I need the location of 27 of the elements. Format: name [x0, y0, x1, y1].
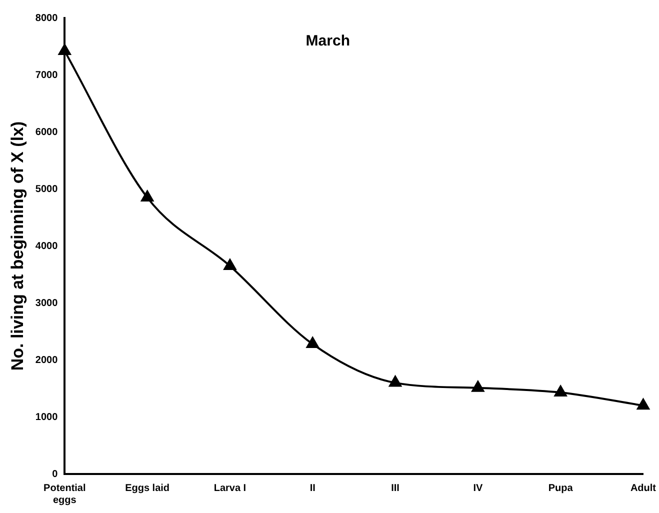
point	[389, 376, 402, 387]
y-axis-title: No. living at beginning of X (lx)	[8, 121, 27, 371]
y-tick-label: 3000	[35, 298, 58, 309]
y-tick-label: 2000	[35, 354, 58, 366]
x-tick-label: IV	[473, 482, 483, 494]
y-tick-label: 6000	[35, 126, 58, 138]
y-tick-label: 7000	[35, 70, 58, 81]
x-tick-label: Pupa	[548, 482, 574, 494]
x-tick-label: Adult	[630, 482, 657, 494]
x-tick-label: II	[310, 482, 316, 494]
point	[637, 398, 650, 410]
x-tick-label: Larva I	[214, 482, 246, 494]
y-tick-label: 8000	[35, 12, 58, 24]
point	[141, 190, 154, 202]
y-tick-label: 1000	[35, 412, 58, 423]
x-tick-label: Eggs laid	[125, 482, 170, 494]
point	[472, 380, 484, 392]
y-tick-label: 5000	[35, 184, 58, 195]
x-tick-label: III	[391, 482, 400, 494]
x-tick-label: Potential eggs	[44, 482, 86, 506]
point	[58, 44, 71, 56]
text: March	[306, 32, 350, 50]
point	[554, 385, 567, 396]
y-tick-label: 4000	[35, 240, 58, 252]
y-tick-label: 0	[52, 468, 58, 480]
point	[224, 258, 236, 270]
point	[306, 337, 319, 348]
